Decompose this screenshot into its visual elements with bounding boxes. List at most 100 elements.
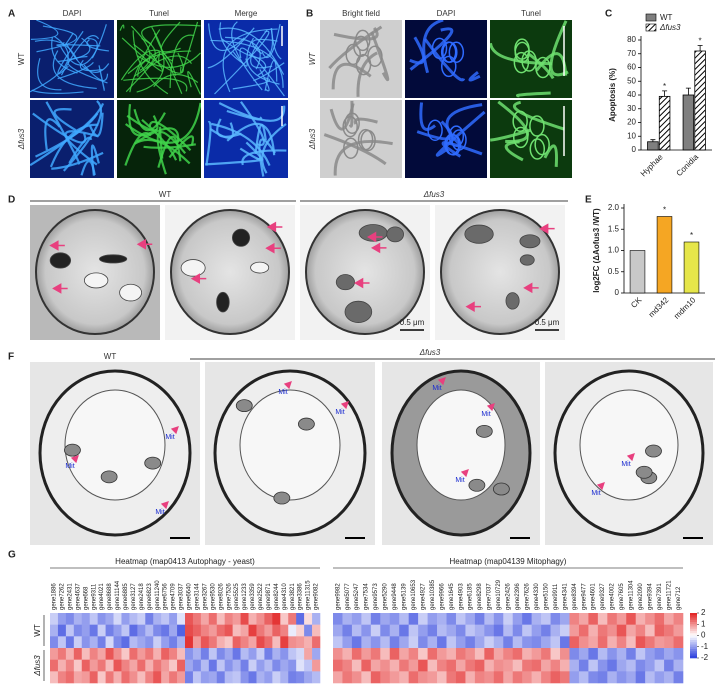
cell: [534, 133, 550, 156]
heat-cell: [57, 624, 67, 637]
heat-cell: [153, 636, 162, 649]
heat-cell: [89, 659, 98, 672]
heat-cell: [560, 613, 570, 625]
heat-cell: [304, 613, 313, 625]
heat-cell: [185, 671, 194, 684]
filament: [44, 118, 61, 151]
heat-cell: [541, 671, 551, 684]
heat-cell: [503, 613, 514, 625]
gene-label: gene6885: [123, 583, 129, 610]
filament: [51, 37, 78, 74]
heat-cell: [380, 659, 391, 672]
filament: [57, 61, 94, 80]
filament: [51, 151, 104, 170]
filament: [132, 30, 169, 95]
heat-cell: [626, 613, 637, 625]
heat-cell: [550, 624, 561, 637]
heat-cell: [192, 624, 202, 637]
cell: [513, 51, 530, 74]
heat-cell: [248, 624, 257, 637]
filament: [136, 26, 165, 93]
gene-label: gene4927: [420, 583, 426, 610]
heat-cell: [97, 659, 106, 672]
micrograph-group: [204, 20, 288, 98]
cell: [445, 134, 462, 156]
heat-cell: [560, 671, 570, 684]
heat-cell: [216, 659, 226, 672]
heat-cell: [399, 648, 409, 660]
organelle: [335, 274, 355, 291]
heat-cell: [232, 648, 241, 660]
colorbar-step: [690, 655, 697, 659]
heat-cell: [296, 659, 305, 672]
heat-cell: [177, 648, 186, 660]
heat-cell: [361, 636, 372, 649]
cell: [344, 112, 360, 134]
filament: [187, 71, 201, 95]
heat-cell: [264, 636, 273, 649]
y-tick-label: 1.0: [608, 246, 620, 255]
filament: [219, 22, 244, 65]
significance: *: [663, 206, 666, 215]
heat-cell: [607, 671, 618, 684]
filament: [435, 110, 486, 157]
gene-label: gene9911: [553, 583, 559, 610]
heat-cell: [264, 671, 273, 684]
heat-cell: [121, 613, 130, 625]
heat-cell: [654, 671, 665, 684]
gene-label: gene7534: [364, 583, 370, 610]
heat-cell: [81, 636, 91, 649]
heat-cell: [264, 648, 273, 660]
micrograph-group: [30, 100, 114, 178]
heat-cell: [522, 636, 532, 649]
heat-cell: [232, 624, 241, 637]
filament: [141, 24, 201, 46]
heat-cell: [240, 648, 249, 660]
filament: [329, 103, 355, 131]
heat-cell: [280, 671, 289, 684]
heat-cell: [192, 613, 202, 625]
cell: [35, 209, 155, 335]
heat-cell: [232, 671, 241, 684]
heat-cell: [493, 636, 504, 649]
colorbar-step: [690, 617, 697, 621]
heat-cell: [192, 671, 202, 684]
gene-label: gene9982: [335, 583, 341, 610]
colorbar-step: [690, 628, 697, 632]
pink-arrow: [266, 221, 283, 233]
bar: [682, 94, 695, 151]
colorbar-step: [690, 615, 697, 618]
filament: [419, 102, 437, 131]
heat-cell: [664, 613, 674, 625]
column-header: Merge: [235, 9, 258, 18]
heat-cell: [200, 659, 210, 672]
vacuole: [416, 389, 506, 501]
heat-cell: [177, 636, 186, 649]
heat-cell: [105, 671, 114, 684]
legend-swatch: [645, 23, 657, 32]
heat-cell: [493, 659, 504, 672]
pink-arrow: [160, 501, 169, 510]
heat-cell: [50, 624, 59, 637]
filament: [37, 57, 62, 91]
organelle: [231, 228, 251, 247]
heat-cell: [113, 613, 122, 625]
heat-cell: [161, 659, 170, 672]
heat-cell: [578, 624, 589, 637]
heat-cell: [635, 648, 646, 660]
panel-label: G: [8, 550, 16, 561]
filament: [45, 101, 81, 165]
significance: *: [690, 231, 693, 240]
heat-cell: [531, 648, 542, 660]
heat-cell: [81, 648, 91, 660]
filament: [133, 43, 184, 74]
filament: [225, 36, 261, 70]
heat-cell: [484, 648, 495, 660]
y-tick-label: 50: [627, 76, 636, 85]
heat-cell: [418, 624, 428, 637]
heat-cell: [560, 624, 570, 637]
heat-cell: [224, 671, 233, 684]
group-label: Δfus3: [423, 190, 445, 199]
heat-cell: [522, 659, 532, 672]
cell: [345, 43, 361, 66]
